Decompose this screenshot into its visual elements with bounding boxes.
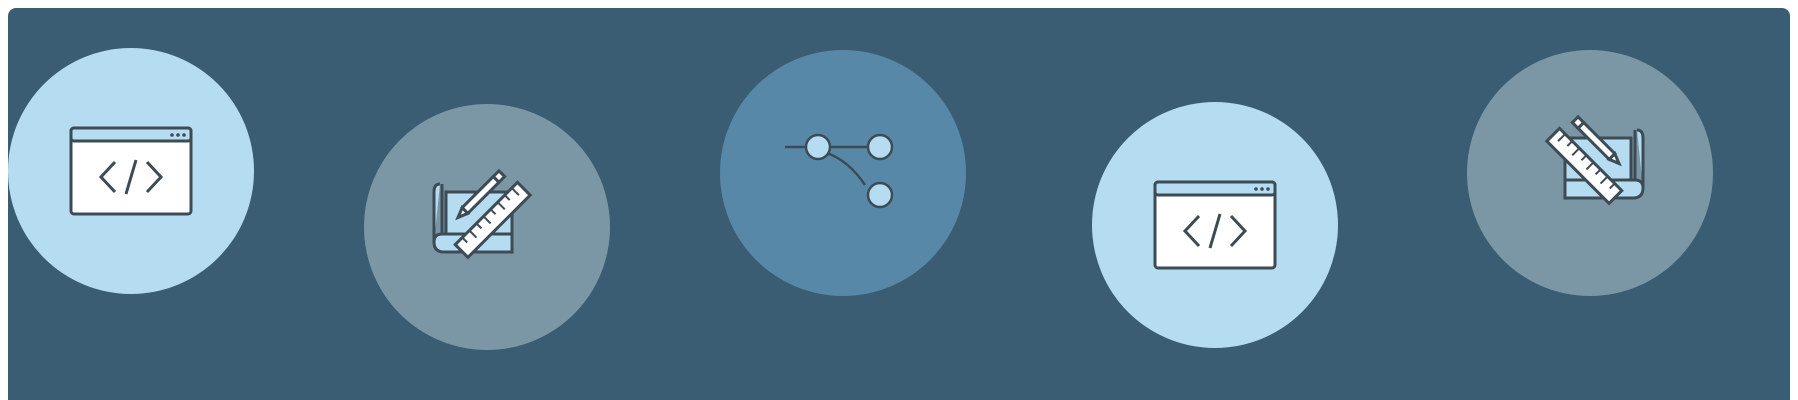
blueprint-pencil-ruler-icon — [1544, 114, 1645, 206]
circle-code-window — [8, 48, 254, 294]
code-window-icon — [1153, 180, 1277, 270]
code-window-icon — [69, 126, 193, 216]
circle-blueprint — [364, 104, 610, 350]
blueprint-pencil-ruler-icon — [432, 168, 533, 260]
circle-blueprint-2 — [1467, 50, 1713, 296]
circle-branch — [720, 50, 966, 296]
branch-nodes-icon — [785, 133, 894, 209]
circle-code-window-2 — [1092, 102, 1338, 348]
